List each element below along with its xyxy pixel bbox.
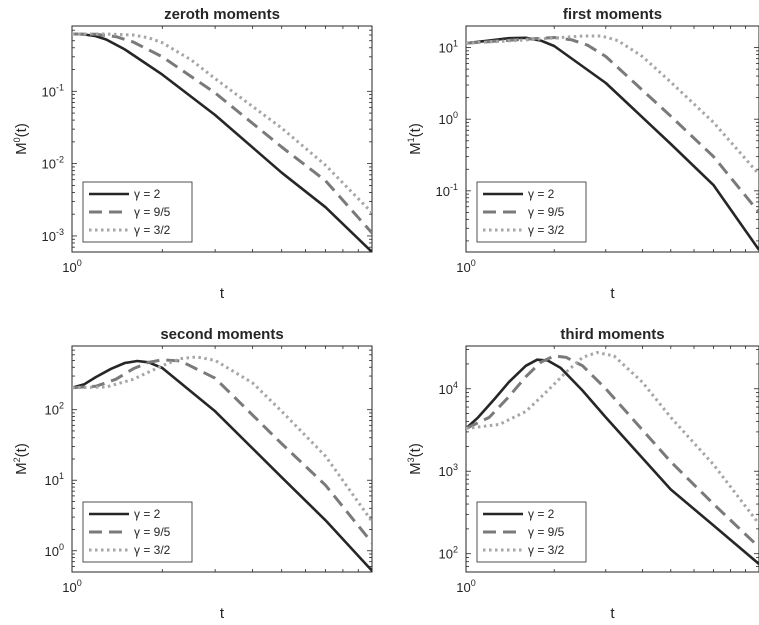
legend: γ = 2 γ = 9/5 γ = 3/2 — [82, 181, 193, 243]
x-axis-label: t — [220, 285, 225, 302]
legend: γ = 2 γ = 9/5 γ = 3/2 — [476, 501, 587, 563]
legend-label-3: γ = 3/2 — [528, 543, 565, 557]
x-tick-label: 100 — [456, 258, 475, 275]
x-axis-label: t — [610, 285, 615, 302]
legend-label-3: γ = 3/2 — [528, 223, 565, 237]
legend-label-1: γ = 2 — [528, 507, 555, 521]
legend: γ = 2 γ = 9/5 γ = 3/2 — [82, 501, 193, 563]
x-tick-label: 100 — [456, 578, 475, 595]
legend-label-2: γ = 9/5 — [528, 205, 565, 219]
x-tick-label: 100 — [62, 578, 81, 595]
axis-ticks — [71, 345, 373, 573]
chart-title: zeroth moments — [164, 6, 280, 23]
axis-ticks — [71, 25, 373, 253]
legend-label-2: γ = 9/5 — [134, 525, 171, 539]
x-axis-label: t — [610, 605, 615, 622]
y-tick-label: 102 — [45, 401, 64, 418]
y-axis-label: M2(t) — [12, 443, 30, 475]
legend-label-2: γ = 9/5 — [134, 205, 171, 219]
chart-title: first moments — [563, 6, 662, 23]
series-line-3 — [72, 32, 372, 214]
legend-label-1: γ = 2 — [134, 187, 161, 201]
series-line-2 — [466, 354, 759, 549]
series-line-1 — [72, 359, 372, 572]
y-tick-label: 104 — [439, 380, 458, 397]
y-axis-label: M3(t) — [406, 443, 424, 475]
legend-label-1: γ = 2 — [528, 187, 555, 201]
y-tick-label: 100 — [45, 542, 64, 559]
y-tick-label: 102 — [439, 545, 458, 562]
axis-ticks — [465, 346, 759, 573]
chart-title: third moments — [560, 326, 664, 343]
series-line-2 — [72, 358, 372, 544]
x-tick-label: 100 — [62, 258, 81, 275]
y-tick-label: 10-2 — [42, 155, 64, 172]
axis-ticks — [465, 25, 759, 252]
y-tick-label: 101 — [45, 471, 64, 488]
y-axis-label: M1(t) — [406, 123, 424, 155]
y-tick-label: 10-3 — [42, 227, 64, 244]
legend-label-3: γ = 3/2 — [134, 543, 171, 557]
y-tick-label: 10-1 — [42, 82, 64, 99]
series-line-1 — [466, 36, 759, 251]
y-axis-label: M0(t) — [12, 123, 30, 155]
legend-label-1: γ = 2 — [134, 507, 161, 521]
series-line-3 — [466, 34, 759, 176]
x-axis-label: t — [220, 605, 225, 622]
legend-label-2: γ = 9/5 — [528, 525, 565, 539]
legend-label-3: γ = 3/2 — [134, 223, 171, 237]
legend: γ = 2 γ = 9/5 γ = 3/2 — [476, 181, 587, 243]
series-line-2 — [466, 36, 759, 214]
series-line-3 — [72, 355, 372, 523]
y-tick-label: 100 — [439, 110, 458, 127]
chart-title: second moments — [160, 326, 283, 343]
y-tick-label: 10-1 — [436, 182, 458, 199]
y-tick-label: 101 — [439, 39, 458, 56]
chart-panel-1: zeroth moments 10-1 10-2 10-3 100 t M0(t) γ = 2… — [12, 6, 373, 302]
y-tick-label: 103 — [439, 462, 458, 479]
